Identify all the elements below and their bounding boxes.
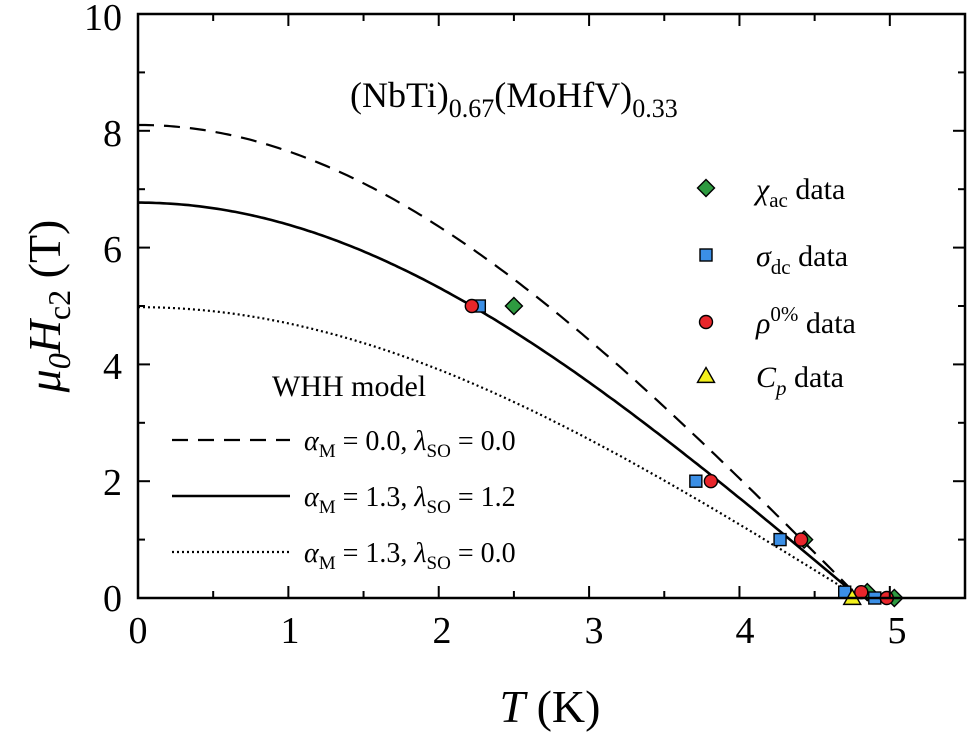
- y-axis-title: μ0Hc2 (T): [19, 220, 77, 394]
- y-tick-label-2: 2: [103, 462, 122, 504]
- legend-label-rho: ρ0% data: [755, 302, 856, 340]
- model-label-dashed: αM = 0.0, λSO = 0.0: [304, 426, 516, 462]
- data-point-circle-2: [793, 532, 809, 547]
- legend-label-cp: Cp data: [756, 361, 844, 400]
- legend-markers: [696, 178, 716, 384]
- data-point-square-2: [773, 532, 787, 547]
- whh-model-curves: [138, 123, 861, 599]
- y-tick-label-4: 4: [103, 346, 122, 388]
- x-tick-label-5: 5: [888, 610, 907, 652]
- chart-title: (NbTi)0.67(MoHfV)0.33: [350, 75, 678, 123]
- x-tick-label-1: 1: [281, 610, 300, 652]
- legend-label-chi: χac data: [753, 173, 845, 212]
- data-point-circle-1: [703, 474, 719, 489]
- legend-marker-circle: [698, 314, 714, 330]
- legend-marker-square: [699, 248, 713, 262]
- data-markers: [464, 296, 904, 608]
- x-tick-label-4: 4: [736, 610, 755, 652]
- x-tick-label-0: 0: [129, 610, 148, 652]
- x-tick-label-2: 2: [433, 610, 452, 652]
- whh-curve-dotted: [138, 306, 861, 599]
- legend-label-sigma: σdc data: [756, 240, 848, 279]
- axis-ticks: [137, 13, 966, 599]
- model-legend: WHH model αM = 0.0, λSO = 0.0 αM = 1.3, …: [172, 370, 516, 574]
- y-tick-label-10: 10: [84, 0, 122, 39]
- model-legend-title: WHH model: [272, 370, 426, 403]
- y-tick-label-8: 8: [103, 113, 122, 155]
- y-tick-label-0: 0: [103, 578, 122, 620]
- data-point-diamond-0: [504, 296, 524, 316]
- x-axis-title: T (K): [500, 681, 601, 732]
- x-tick-label-3: 3: [585, 610, 604, 652]
- data-point-circle-0: [464, 298, 480, 314]
- whh-curve-dashed: [138, 123, 861, 599]
- data-legend: χac data σdc data ρ0% data Cp data: [696, 173, 856, 400]
- y-tick-labels: 0 2 4 6 8 10: [84, 0, 122, 620]
- data-point-square-1: [689, 474, 703, 488]
- x-tick-labels: 0 1 2 3 4 5: [129, 610, 907, 652]
- whh-curve-solid: [138, 201, 861, 599]
- legend-marker-triangle: [696, 366, 716, 384]
- model-label-solid: αM = 1.3, λSO = 1.2: [304, 482, 516, 518]
- y-tick-label-6: 6: [103, 229, 122, 271]
- legend-marker-diamond: [696, 178, 716, 198]
- model-label-dotted: αM = 1.3, λSO = 0.0: [304, 538, 516, 574]
